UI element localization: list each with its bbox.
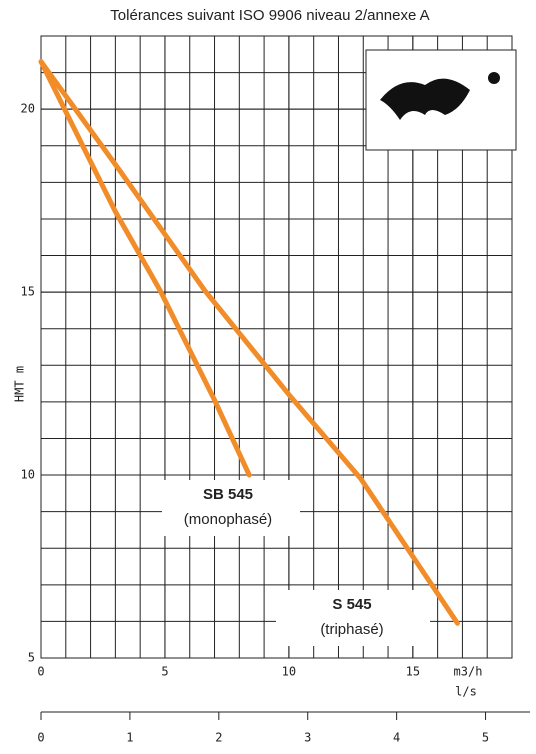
x-axis-label: m3/h — [454, 665, 483, 679]
y-tick-label: 15 — [21, 285, 35, 299]
label-background — [162, 480, 300, 536]
y-axis-label: HMT m — [13, 366, 27, 402]
chart-title: Tolérances suivant ISO 9906 niveau 2/ann… — [110, 7, 429, 24]
x2-tick-label: 1 — [126, 731, 133, 745]
x2-tick-label: 5 — [482, 731, 489, 745]
x-tick-label: 10 — [282, 665, 296, 679]
x2-tick-label: 2 — [215, 731, 222, 745]
x2-tick-label: 0 — [37, 731, 44, 745]
curve — [38, 59, 252, 478]
x-tick-label: 5 — [161, 665, 168, 679]
series-name: SB 545 — [203, 486, 253, 503]
logo — [365, 49, 517, 151]
x2-tick-label: 4 — [393, 731, 400, 745]
series-note: (triphasé) — [320, 621, 383, 638]
x2-tick-label: 3 — [304, 731, 311, 745]
label-background — [276, 590, 430, 646]
curve — [38, 59, 460, 626]
y-tick-label: 10 — [21, 468, 35, 482]
series-note: (monophasé) — [184, 511, 272, 528]
x-tick-label: 0 — [37, 665, 44, 679]
y-tick-label: 20 — [21, 102, 35, 116]
series-name: S 545 — [332, 596, 371, 613]
y-tick-label: 5 — [28, 651, 35, 665]
x-tick-label: 15 — [406, 665, 420, 679]
x2-axis-label: l/s — [455, 685, 477, 699]
